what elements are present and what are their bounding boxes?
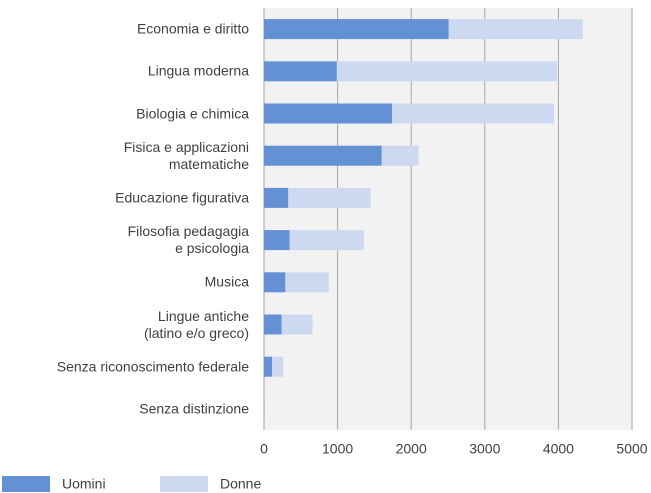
y-tick-label: Senza riconoscimento federale [56, 358, 249, 375]
bar [336, 61, 557, 82]
y-tick-label: Lingue antiche (latino e/o greco) [143, 307, 249, 341]
bar [264, 230, 290, 251]
y-tick-label: Senza distinzione [139, 400, 249, 417]
bar [288, 187, 371, 208]
x-tick-label: 4000 [543, 441, 574, 457]
bar [264, 19, 449, 40]
y-tick-label: Educazione figurativa [115, 189, 249, 206]
y-tick-label: Economia e diritto [136, 20, 249, 37]
bar [264, 187, 289, 208]
bar [264, 356, 273, 377]
legend-swatch [2, 476, 50, 492]
x-tick-label: 3000 [469, 441, 500, 457]
bar [264, 314, 282, 335]
y-tick-label: Filosofia pedagagia e psicologia [127, 223, 249, 257]
legend-label: Donne [220, 476, 261, 492]
bar [272, 356, 284, 377]
bar [264, 272, 286, 293]
bar [264, 61, 337, 82]
bar [448, 19, 583, 40]
y-tick-label: Biologia e chimica [136, 105, 249, 121]
bar [285, 272, 329, 293]
x-tick-label: 5000 [616, 441, 647, 457]
y-tick-label: Musica [204, 273, 249, 290]
legend-swatch [160, 476, 208, 492]
y-tick-label: Lingua moderna [147, 62, 249, 79]
x-tick-label: 2000 [396, 441, 427, 457]
legend-label: Uomini [62, 476, 106, 492]
y-tick-label: Fisica e applicazioni matematiche [123, 138, 249, 172]
x-tick-label: 1000 [322, 441, 353, 457]
bar [392, 103, 554, 124]
bar [264, 103, 393, 124]
bar [381, 145, 419, 166]
bar [264, 145, 382, 166]
bar [289, 230, 365, 251]
x-tick-label: 0 [260, 441, 268, 457]
bar [281, 314, 313, 335]
